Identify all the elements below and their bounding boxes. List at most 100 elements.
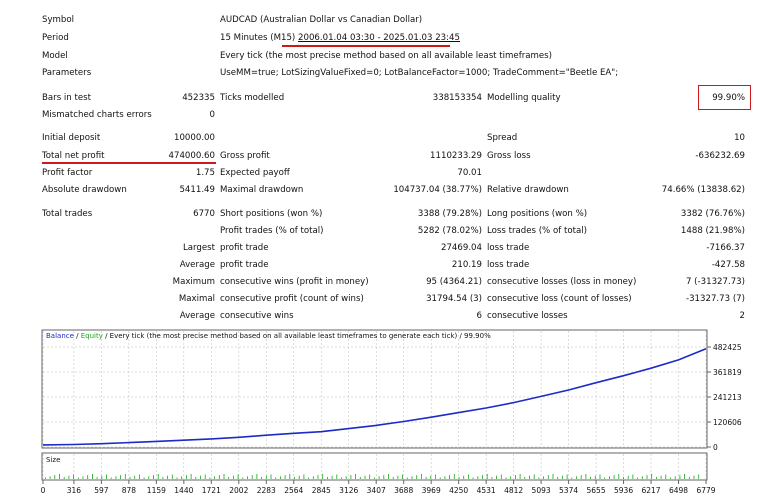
size-bar	[209, 477, 211, 479]
largest-lt-label: loss trade	[487, 243, 530, 253]
pf-value: 1.75	[195, 168, 215, 178]
size-bar	[557, 476, 559, 479]
size-bar	[374, 477, 375, 479]
pt-label: Profit trades (% of total)	[220, 226, 324, 236]
period-highlight-underline	[282, 45, 450, 47]
maximal-l-value: -31327.73 (7)	[685, 294, 745, 304]
x-tick-label: 2283	[257, 486, 276, 495]
size-bar	[482, 475, 483, 479]
absdd-label: Absolute drawdown	[42, 185, 127, 195]
size-bar	[444, 476, 446, 479]
absdd-value: 5411.49	[179, 185, 215, 195]
size-bar	[77, 477, 79, 479]
size-bar	[110, 477, 112, 479]
size-bar	[228, 476, 230, 479]
size-bar	[651, 473, 653, 479]
size-bar	[547, 475, 549, 479]
size-bar	[233, 475, 234, 479]
size-bar	[247, 476, 248, 479]
x-tick-label: 6779	[696, 486, 715, 495]
title-sep: /	[74, 332, 81, 340]
size-bar	[115, 476, 117, 479]
size-bar	[355, 473, 356, 479]
size-bar	[637, 477, 638, 479]
size-bar	[421, 473, 422, 479]
parameters-value: UseMM=true; LotSizingValueFixed=0; LotBa…	[220, 68, 619, 78]
size-bar	[176, 477, 178, 479]
size-bar	[87, 475, 89, 479]
size-bar	[609, 476, 610, 479]
size-bar	[670, 477, 671, 479]
x-tick-label: 4250	[449, 486, 468, 495]
size-bar	[618, 473, 620, 479]
model-label: Model	[42, 51, 68, 61]
quality-highlight-box	[698, 85, 751, 110]
symbol-label: Symbol	[42, 15, 75, 25]
x-tick-label: 597	[94, 486, 109, 495]
size-bar	[303, 474, 305, 479]
size-bar	[190, 473, 192, 479]
size-bar	[369, 474, 371, 479]
size-bar	[397, 475, 399, 479]
average2-l-value: 2	[739, 311, 745, 321]
title-equity: Equity	[81, 332, 103, 340]
quality-value: 99.90%	[712, 93, 745, 103]
size-bar	[181, 476, 183, 479]
average2-w-value: 6	[476, 311, 482, 321]
reldd-label: Relative drawdown	[487, 185, 569, 195]
size-bar	[200, 475, 201, 479]
size-bar	[496, 475, 497, 479]
size-bar	[477, 476, 479, 479]
size-bar	[242, 477, 244, 479]
average-pt-label: profit trade	[220, 260, 269, 270]
average2-w-label: consecutive wins	[220, 311, 294, 321]
size-bar	[336, 474, 338, 479]
maximal-w-label: consecutive profit (count of wins)	[220, 294, 364, 304]
size-bar	[312, 476, 314, 479]
netprofit-highlight-underline	[42, 162, 216, 164]
model-value: Every tick (the most precise method base…	[220, 51, 553, 61]
grossprofit-value: 1110233.29	[430, 151, 482, 161]
size-bar	[327, 476, 328, 479]
grossprofit-label: Gross profit	[220, 151, 270, 161]
size-bar	[148, 476, 150, 479]
x-tick-label: 5374	[559, 486, 578, 495]
size-bar	[223, 473, 225, 479]
y-tick-label: 241213	[713, 393, 742, 402]
size-bar	[571, 477, 573, 479]
x-tick-label: 4812	[504, 486, 523, 495]
size-bar	[331, 475, 333, 479]
size-bar	[96, 476, 98, 479]
size-plot-area	[41, 452, 708, 481]
size-bar	[627, 475, 629, 479]
average-label: Average	[179, 260, 215, 270]
size-bar	[468, 474, 469, 479]
size-bar	[350, 475, 352, 479]
largest-pt-label: profit trade	[220, 243, 269, 253]
size-bar	[641, 476, 643, 479]
size-bar	[576, 476, 577, 479]
size-bar	[533, 474, 535, 479]
size-bar	[82, 476, 84, 479]
size-bar	[134, 475, 136, 479]
size-bar	[284, 475, 286, 479]
size-bar	[425, 476, 427, 479]
maximum-w-label: consecutive wins (profit in money)	[220, 277, 369, 287]
size-bar	[153, 475, 154, 479]
trades-value: 6770	[193, 209, 215, 219]
size-bar	[275, 477, 277, 479]
size-bar	[265, 475, 267, 479]
x-tick-label: 2845	[312, 486, 331, 495]
quality-label: Modelling quality	[487, 93, 561, 103]
y-axis-ticks: 482425 361819 241213 120606 0	[707, 343, 742, 452]
x-tick-label: 0	[41, 486, 46, 495]
size-bar	[698, 474, 700, 479]
size-bar	[157, 473, 159, 479]
size-bar	[505, 477, 507, 479]
size-bar	[68, 475, 70, 479]
x-tick-label: 1159	[147, 486, 166, 495]
maximal-label: Maximal	[178, 294, 215, 304]
size-bar	[665, 474, 667, 479]
size-bar	[623, 476, 624, 479]
average-pt-value: 210.19	[451, 260, 482, 270]
